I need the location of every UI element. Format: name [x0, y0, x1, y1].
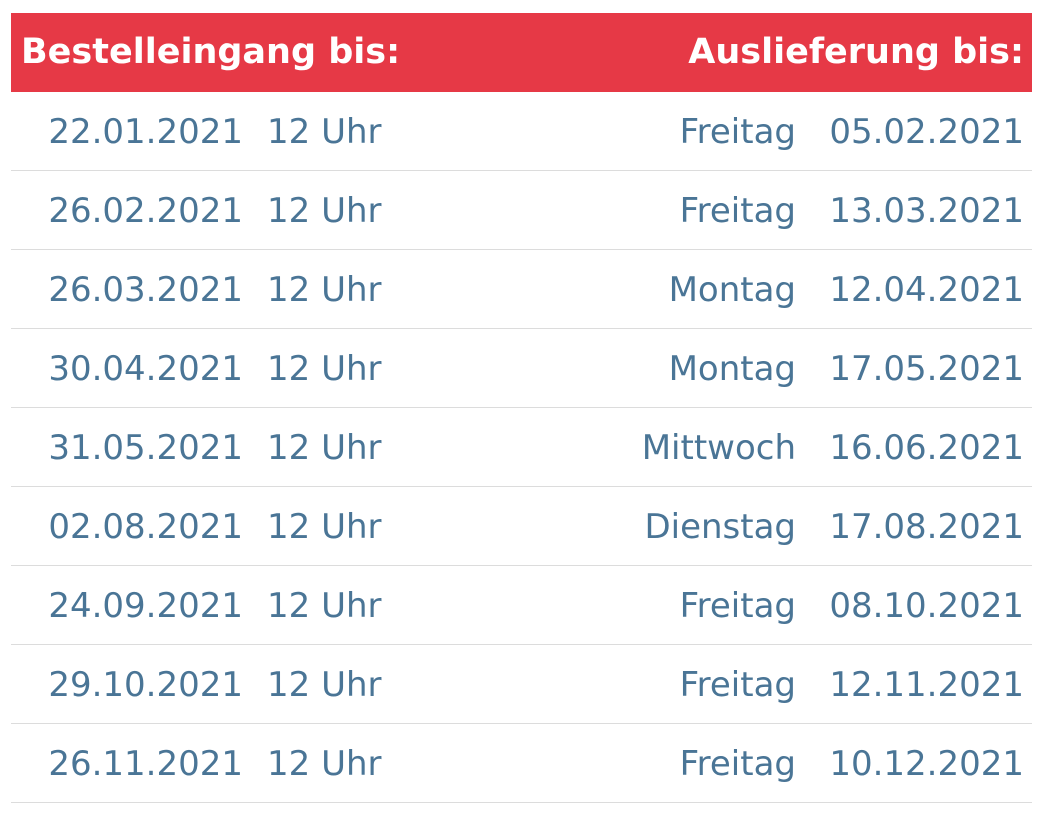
order-time: 12 Uhr: [267, 744, 382, 784]
order-date: 29.10.2021: [48, 665, 243, 705]
delivery-date: 12.11.2021: [829, 665, 1024, 705]
delivery-date: 12.04.2021: [829, 270, 1024, 310]
delivery-schedule-table: Bestelleingang bis: Auslieferung bis: 22…: [11, 13, 1032, 803]
delivery-day: Dienstag: [644, 507, 796, 547]
table-row: 24.09.2021 12 Uhr Freitag 08.10.2021: [11, 566, 1032, 645]
delivery-date: 13.03.2021: [829, 191, 1024, 231]
order-date: 31.05.2021: [48, 428, 243, 468]
order-time: 12 Uhr: [267, 191, 382, 231]
order-time: 12 Uhr: [267, 665, 382, 705]
table-row: 31.05.2021 12 Uhr Mittwoch 16.06.2021: [11, 408, 1032, 487]
delivery-day: Montag: [668, 349, 796, 389]
order-time: 12 Uhr: [267, 270, 382, 310]
table-row: 02.08.2021 12 Uhr Dienstag 17.08.2021: [11, 487, 1032, 566]
delivery-day: Freitag: [679, 586, 796, 626]
delivery-day: Freitag: [679, 191, 796, 231]
header-order-deadline: Bestelleingang bis:: [21, 32, 401, 72]
order-date: 26.03.2021: [48, 270, 243, 310]
delivery-date: 16.06.2021: [829, 428, 1024, 468]
order-time: 12 Uhr: [267, 428, 382, 468]
order-time: 12 Uhr: [267, 586, 382, 626]
delivery-day: Montag: [668, 270, 796, 310]
table-row: 26.11.2021 12 Uhr Freitag 10.12.2021: [11, 724, 1032, 803]
delivery-day: Freitag: [679, 744, 796, 784]
table-row: 30.04.2021 12 Uhr Montag 17.05.2021: [11, 329, 1032, 408]
delivery-date: 05.02.2021: [829, 112, 1024, 152]
delivery-date: 10.12.2021: [829, 744, 1024, 784]
order-time: 12 Uhr: [267, 112, 382, 152]
order-date: 26.11.2021: [48, 744, 243, 784]
order-date: 24.09.2021: [48, 586, 243, 626]
order-time: 12 Uhr: [267, 349, 382, 389]
table-header: Bestelleingang bis: Auslieferung bis:: [11, 13, 1032, 92]
delivery-date: 08.10.2021: [829, 586, 1024, 626]
delivery-date: 17.08.2021: [829, 507, 1024, 547]
table-row: 22.01.2021 12 Uhr Freitag 05.02.2021: [11, 92, 1032, 171]
delivery-day: Freitag: [679, 112, 796, 152]
delivery-date: 17.05.2021: [829, 349, 1024, 389]
order-date: 22.01.2021: [48, 112, 243, 152]
delivery-day: Mittwoch: [641, 428, 796, 468]
delivery-day: Freitag: [679, 665, 796, 705]
table-row: 26.03.2021 12 Uhr Montag 12.04.2021: [11, 250, 1032, 329]
order-time: 12 Uhr: [267, 507, 382, 547]
order-date: 26.02.2021: [48, 191, 243, 231]
table-row: 26.02.2021 12 Uhr Freitag 13.03.2021: [11, 171, 1032, 250]
header-delivery-deadline: Auslieferung bis:: [688, 32, 1024, 72]
table-row: 29.10.2021 12 Uhr Freitag 12.11.2021: [11, 645, 1032, 724]
order-date: 02.08.2021: [48, 507, 243, 547]
order-date: 30.04.2021: [48, 349, 243, 389]
